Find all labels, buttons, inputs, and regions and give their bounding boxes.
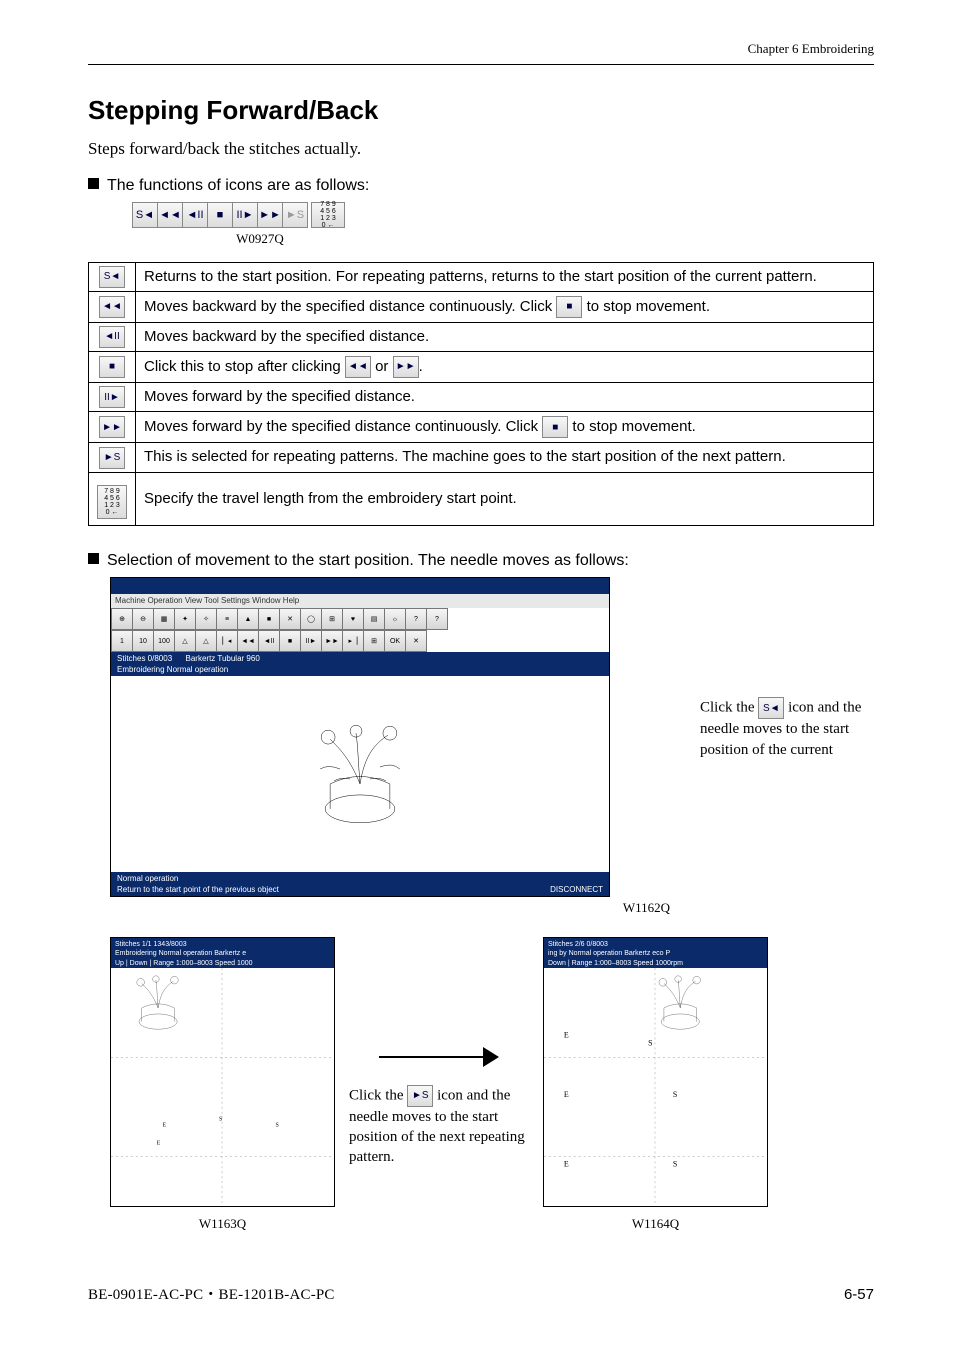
inline-rewind-icon: ◄◄	[345, 356, 371, 378]
toolbar-step-forward-button[interactable]: II►	[232, 202, 258, 228]
caption-middle: Click the ►S icon and the needle moves t…	[349, 1085, 529, 1168]
keypad-row: 4 5 6	[320, 208, 336, 215]
running-head: Chapter 6 Embroidering	[88, 40, 874, 65]
svg-text:S: S	[673, 1090, 677, 1099]
cell-text: Specify the travel length from the embro…	[136, 472, 874, 525]
svg-text:E: E	[564, 1159, 569, 1168]
toolbar-fast-forward-button[interactable]: ►►	[257, 202, 283, 228]
ss-menubar: Machine Operation View Tool Settings Win…	[111, 594, 609, 608]
screenshot-main-window: Machine Operation View Tool Settings Win…	[110, 577, 610, 897]
svg-text:E: E	[163, 1123, 167, 1129]
page-footer: BE-0901E-AC-PC・BE-1201B-AC-PC 6-57	[88, 1285, 874, 1305]
toolbar-stop-button[interactable]: ■	[207, 202, 233, 228]
stop-icon: ■	[99, 356, 125, 378]
icon-definitions-table: S◄ Returns to the start position. For re…	[88, 262, 874, 526]
stepping-toolbar: S◄ ◄◄ ◄II ■ II► ►► ►S 7 8 9 4 5 6 1 2 3 …	[132, 202, 345, 228]
svg-text:S: S	[648, 1038, 652, 1047]
table-row: ◄◄ Moves backward by the specified dista…	[89, 291, 874, 322]
grid-drawing-icon: E S E S E S	[544, 968, 767, 1206]
inline-stop-icon: ■	[542, 416, 568, 438]
toolbar-keypad-button[interactable]: 7 8 9 4 5 6 1 2 3 0 ←	[311, 202, 345, 228]
bullet-functions-text: The functions of icons are as follows:	[107, 177, 369, 194]
cell-text: Moves forward by the specified distance.	[136, 383, 874, 412]
fast-forward-icon: ►►	[99, 416, 125, 438]
table-row: ►► Moves forward by the specified distan…	[89, 412, 874, 443]
toolbar-code: W0927Q	[110, 230, 410, 248]
inline-ff-icon: ►►	[393, 356, 419, 378]
cell-text: Moves backward by the specified distance…	[136, 291, 874, 322]
grid-drawing-icon: E S E S	[111, 968, 334, 1206]
table-row: ■ Click this to stop after clicking ◄◄ o…	[89, 352, 874, 383]
flower-drawing-icon	[111, 678, 609, 870]
table-row: S◄ Returns to the start position. For re…	[89, 262, 874, 291]
table-row: II► Moves forward by the specified dista…	[89, 383, 874, 412]
svg-text:S: S	[276, 1123, 279, 1129]
inline-start-back-icon: S◄	[758, 697, 784, 719]
svg-text:E: E	[564, 1090, 569, 1099]
cell-text: Returns to the start position. For repea…	[136, 262, 874, 291]
svg-text:S: S	[673, 1159, 677, 1168]
ss-small-header: Stitches 2/6 0/8003 ing by Normal operat…	[544, 938, 767, 968]
bullet-selection-text: Selection of movement to the start posit…	[107, 552, 629, 569]
ss-toolbar-1: ⊕⊖▦✦✧≡▲■ ✕◯⊞♥▤ ☼??	[111, 608, 609, 630]
ss-canvas	[111, 678, 609, 870]
keypad-icon: 7 8 9 4 5 6 1 2 3 0 ←	[97, 485, 127, 519]
bullet-selection: Selection of movement to the start posit…	[88, 550, 874, 572]
rewind-icon: ◄◄	[99, 296, 125, 318]
caption-right: Click the S◄ icon and the needle moves t…	[700, 697, 874, 760]
ss-footer: Normal operation Return to the start poi…	[111, 872, 609, 896]
toolbar-next-start-button[interactable]: ►S	[282, 202, 308, 228]
footer-left: BE-0901E-AC-PC・BE-1201B-AC-PC	[88, 1285, 335, 1305]
svg-text:E: E	[157, 1140, 161, 1146]
table-row: ◄II Moves backward by the specified dist…	[89, 322, 874, 351]
start-back-icon: S◄	[99, 266, 125, 288]
keypad-row: 1 2 3	[320, 215, 336, 222]
keypad-row: 7 8 9	[320, 201, 336, 208]
bullet-square-icon	[88, 553, 99, 564]
ss-status: Stitches 0/8003 Barkertz Tubular 960 Emb…	[111, 652, 609, 676]
screenshot-after: Stitches 2/6 0/8003 ing by Normal operat…	[543, 937, 768, 1207]
ss-toolbar-2: 110100△△ ▏◂◄◄◄II■II►►►▸▕ ⊞OK✕	[111, 630, 609, 652]
cell-text: Click this to stop after clicking ◄◄ or …	[136, 352, 874, 383]
step-back-icon: ◄II	[99, 326, 125, 348]
ss-titlebar	[111, 578, 609, 594]
next-start-icon: ►S	[99, 447, 125, 469]
cell-text: Moves backward by the specified distance…	[136, 322, 874, 351]
svg-text:S: S	[219, 1117, 222, 1123]
footer-right: 6-57	[844, 1285, 874, 1305]
toolbar-rewind-button[interactable]: ◄◄	[157, 202, 183, 228]
page-title: Stepping Forward/Back	[88, 93, 874, 128]
arrow-right-icon	[379, 1047, 499, 1067]
screenshot-before: Stitches 1/1 1343/8003 Embroidering Norm…	[110, 937, 335, 1207]
step-forward-icon: II►	[99, 386, 125, 408]
screenshot-code: W1163Q	[110, 1215, 335, 1233]
screenshot-code: W1162Q	[110, 899, 670, 917]
toolbar-start-back-button[interactable]: S◄	[132, 202, 158, 228]
keypad-row: 0 ←	[322, 222, 335, 229]
screenshot-code: W1164Q	[543, 1215, 768, 1233]
bullet-square-icon	[88, 178, 99, 189]
inline-next-start-icon: ►S	[407, 1085, 433, 1107]
bullet-functions: The functions of icons are as follows:	[88, 175, 874, 197]
toolbar-step-back-button[interactable]: ◄II	[182, 202, 208, 228]
table-row: 7 8 9 4 5 6 1 2 3 0 ← Specify the travel…	[89, 472, 874, 525]
inline-stop-icon: ■	[556, 296, 582, 318]
cell-text: This is selected for repeating patterns.…	[136, 443, 874, 472]
cell-text: Moves forward by the specified distance …	[136, 412, 874, 443]
svg-text:E: E	[564, 1030, 569, 1039]
table-row: ►S This is selected for repeating patter…	[89, 443, 874, 472]
lead-text: Steps forward/back the stitches actually…	[88, 138, 874, 161]
ss-small-header: Stitches 1/1 1343/8003 Embroidering Norm…	[111, 938, 334, 968]
